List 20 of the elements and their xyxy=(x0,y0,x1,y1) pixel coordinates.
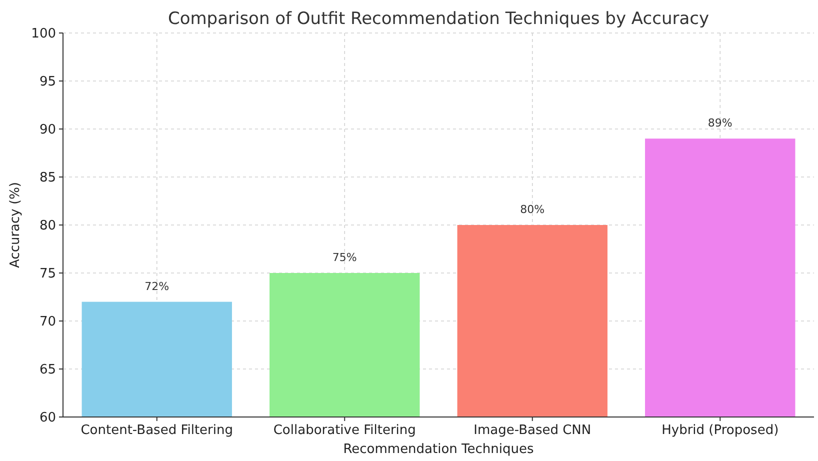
y-tick-label: 75 xyxy=(39,266,56,282)
x-tick-label: Hybrid (Proposed) xyxy=(662,423,779,438)
chart-title: Comparison of Outfit Recommendation Techniques by Accuracy xyxy=(168,9,710,29)
x-tick-label: Image-Based CNN xyxy=(474,423,592,438)
y-tick-label: 65 xyxy=(39,362,56,378)
y-tick-label: 80 xyxy=(39,218,56,234)
y-tick-label: 60 xyxy=(39,410,56,426)
x-tick-label: Collaborative Filtering xyxy=(273,423,416,438)
y-tick-label: 70 xyxy=(39,314,56,330)
data-label: 80% xyxy=(520,203,545,216)
y-tick-label: 85 xyxy=(39,170,56,186)
y-tick-label: 95 xyxy=(39,74,56,90)
y-tick-label: 90 xyxy=(39,122,56,138)
y-axis-title: Accuracy (%) xyxy=(8,182,23,268)
data-label: 72% xyxy=(144,280,170,293)
data-label: 89% xyxy=(708,116,732,130)
y-tick-label: 100 xyxy=(31,26,56,42)
data-label: 75% xyxy=(332,251,357,264)
x-axis-title: Recommendation Techniques xyxy=(343,442,534,457)
x-tick-label: Content-Based Filtering xyxy=(80,423,234,438)
